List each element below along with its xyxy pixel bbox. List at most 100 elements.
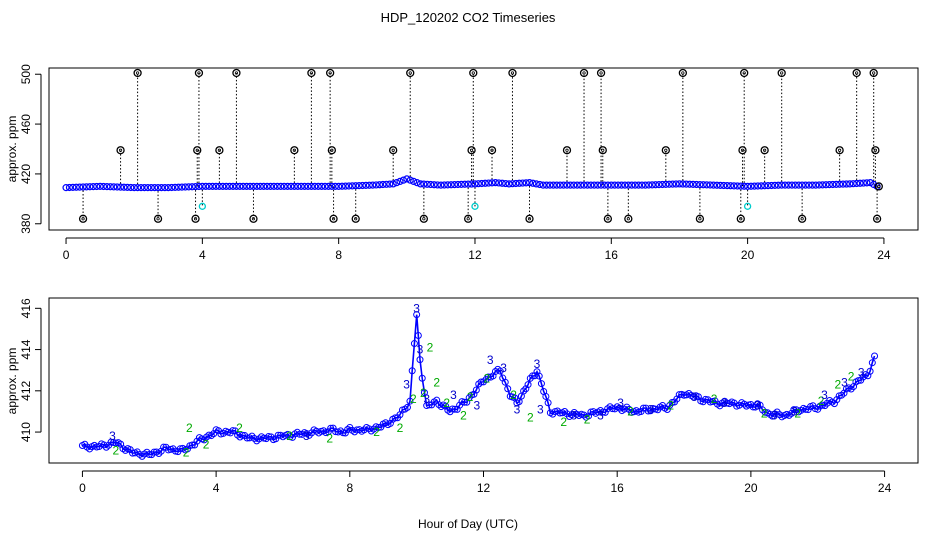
- spike-point-center: [251, 217, 256, 221]
- spike-point-center: [527, 217, 532, 221]
- baseline-point: [754, 182, 762, 190]
- baseline-point: [839, 180, 847, 188]
- baseline-point: [566, 181, 575, 189]
- top-panel-points: [62, 68, 883, 223]
- baseline-point: [120, 183, 128, 191]
- baseline-point: [744, 182, 752, 190]
- spike-point-center: [877, 184, 881, 188]
- label-3: 3: [858, 365, 865, 379]
- label-3: 3: [647, 402, 654, 416]
- baseline-point: [335, 182, 343, 190]
- baseline-point: [198, 182, 206, 190]
- label-2: 2: [834, 378, 841, 392]
- co2-point: [611, 405, 619, 413]
- co2-point: [787, 409, 795, 417]
- spike-point-center: [422, 217, 426, 221]
- baseline-point: [215, 182, 223, 190]
- co2-point: [768, 412, 776, 420]
- baseline-point: [253, 182, 261, 190]
- baseline-point: [219, 182, 227, 190]
- baseline-point: [474, 180, 482, 188]
- spike-point: [835, 146, 844, 155]
- baseline-point: [352, 182, 360, 190]
- baseline-point: [709, 181, 718, 189]
- baseline-point: [273, 182, 281, 190]
- baseline-point: [750, 182, 759, 190]
- co2-point: [442, 402, 450, 410]
- baseline-point: [812, 181, 820, 189]
- label-3: 3: [403, 378, 410, 392]
- baseline-point: [502, 179, 510, 188]
- x-tick-label: 16: [611, 481, 625, 495]
- co2-point: [623, 403, 631, 411]
- x-axis-label: Hour of Day (UTC): [418, 517, 518, 531]
- baseline-point: [634, 181, 643, 189]
- spike-point-center: [763, 148, 767, 152]
- co2-point: [556, 409, 564, 417]
- spike-point: [116, 146, 125, 155]
- co2-point: [374, 423, 382, 431]
- label-2: 2: [236, 421, 243, 435]
- baseline-point: [300, 182, 309, 190]
- label-3: 3: [413, 301, 420, 315]
- co2-point: [620, 405, 628, 413]
- baseline-point: [747, 182, 755, 190]
- spike-point: [191, 214, 200, 223]
- baseline-point: [270, 182, 278, 190]
- spike-point: [596, 68, 606, 78]
- co2-point: [418, 374, 426, 382]
- co2-point: [126, 446, 134, 454]
- baseline-point: [829, 180, 837, 189]
- baseline-point: [236, 182, 244, 190]
- label-2: 2: [203, 437, 210, 451]
- baseline-point: [174, 183, 183, 191]
- baseline-point: [590, 181, 598, 189]
- baseline-point: [583, 181, 592, 189]
- co2-point: [847, 385, 855, 393]
- x-tick-label: 4: [213, 481, 220, 495]
- baseline-point: [730, 182, 738, 190]
- spike-point: [603, 214, 613, 223]
- co2-point: [533, 368, 541, 376]
- x-tick-label: 0: [63, 248, 70, 262]
- spike-point-center: [156, 217, 160, 221]
- co2-point: [585, 412, 593, 420]
- label-2: 2: [510, 388, 517, 402]
- baseline-point: [699, 181, 707, 189]
- baseline-point: [256, 182, 264, 190]
- spike-point-center: [354, 217, 358, 221]
- baseline-point: [249, 182, 258, 190]
- label-2: 2: [326, 431, 333, 445]
- baseline-point: [669, 180, 677, 188]
- baseline-point: [311, 182, 319, 190]
- label-3: 3: [570, 409, 577, 423]
- label-3: 3: [691, 390, 698, 404]
- spike-point: [760, 146, 769, 155]
- baseline-point: [665, 180, 673, 188]
- baseline-point: [195, 182, 203, 191]
- co2-point: [496, 367, 504, 375]
- label-2: 2: [848, 369, 855, 383]
- co2-point: [537, 380, 545, 388]
- spike-point-center: [565, 148, 569, 152]
- baseline-point: [171, 183, 179, 191]
- baseline-point: [69, 183, 77, 191]
- co2-point: [416, 356, 424, 364]
- co2-point: [248, 432, 256, 440]
- co2-point: [176, 445, 184, 453]
- top-panel-x-axis: 0 4 8 12 16 20 24: [63, 237, 891, 262]
- co2-point: [544, 399, 552, 407]
- baseline-point: [89, 183, 97, 191]
- co2-point: [491, 367, 499, 375]
- baseline-point: [212, 182, 220, 190]
- baseline-point: [716, 181, 724, 189]
- baseline-point: [822, 181, 830, 189]
- baseline-point: [304, 182, 312, 190]
- baseline-point: [123, 183, 131, 191]
- label-2: 2: [373, 425, 380, 439]
- baseline-point: [113, 183, 121, 191]
- co2-point: [460, 398, 468, 406]
- flagged-point: [743, 202, 752, 210]
- top-panel-plot-frame: [48, 67, 919, 231]
- spike-point-center: [234, 71, 239, 75]
